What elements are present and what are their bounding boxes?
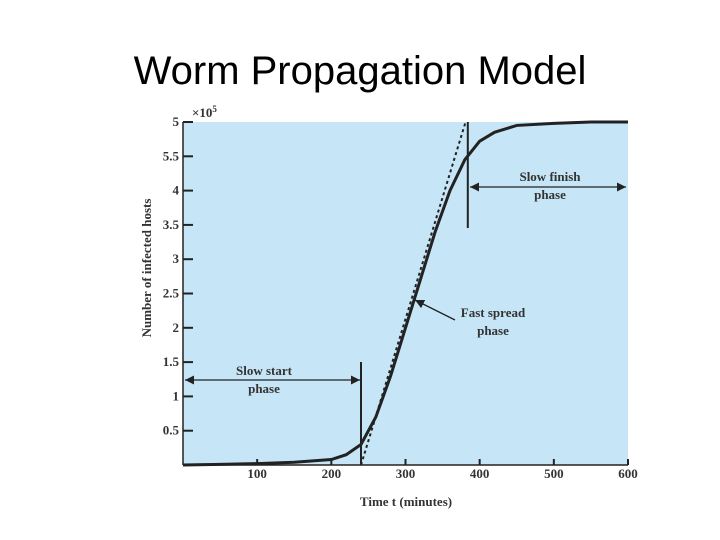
- y-tick-label: 4: [173, 183, 180, 198]
- y-axis-label: Number of infected hosts: [139, 199, 154, 338]
- annotation: phase: [477, 323, 509, 338]
- curve: [182, 120, 628, 467]
- y-tick-label: 3: [173, 251, 180, 266]
- x-tick-label: 100: [247, 466, 267, 481]
- y-multiplier: ×105: [192, 104, 217, 120]
- y-tick-label: 1: [173, 388, 180, 403]
- y-tick-label: 5: [173, 114, 180, 129]
- x-tick-label: 200: [322, 466, 342, 481]
- plot-area: [183, 122, 628, 465]
- annotation: phase: [534, 187, 566, 202]
- y-tick-label: 2: [173, 320, 180, 335]
- x-tick-label: 300: [396, 466, 416, 481]
- y-tick-label: 5.5: [163, 148, 180, 163]
- slide-title: Worm Propagation Model: [134, 49, 587, 93]
- x-axis-label: Time t (minutes): [360, 494, 452, 509]
- annotation: Slow finish: [519, 169, 581, 184]
- x-tick-label: 500: [544, 466, 564, 481]
- annotation: phase: [248, 381, 280, 396]
- annotation: Slow start: [236, 363, 293, 378]
- y-tick-label: 2.5: [163, 286, 180, 301]
- y-tick-label: 0.5: [163, 423, 180, 438]
- x-tick-label: 400: [470, 466, 490, 481]
- y-tick-label: 1.5: [163, 354, 180, 369]
- annotation: Fast spread: [461, 305, 526, 320]
- fast-spread-arrow: [414, 299, 456, 321]
- y-tick-label: 3.5: [163, 217, 180, 232]
- x-tick-label: 600: [618, 466, 638, 481]
